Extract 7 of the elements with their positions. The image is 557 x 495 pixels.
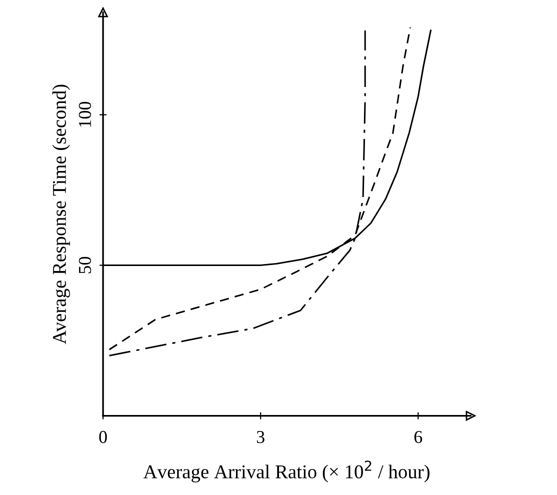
y-axis-title: Average Response Time (second)	[52, 84, 70, 344]
x-tick-label: 6	[414, 430, 422, 444]
y-tick-label: 100	[78, 102, 92, 127]
x-tick-label: 3	[256, 430, 264, 444]
x-axis-title: Average Arrival Ratio (× 10$^{2}$ / hour)	[143, 460, 430, 482]
x-tick-label: 0	[99, 430, 107, 444]
y-tick-label: 50	[78, 256, 92, 274]
